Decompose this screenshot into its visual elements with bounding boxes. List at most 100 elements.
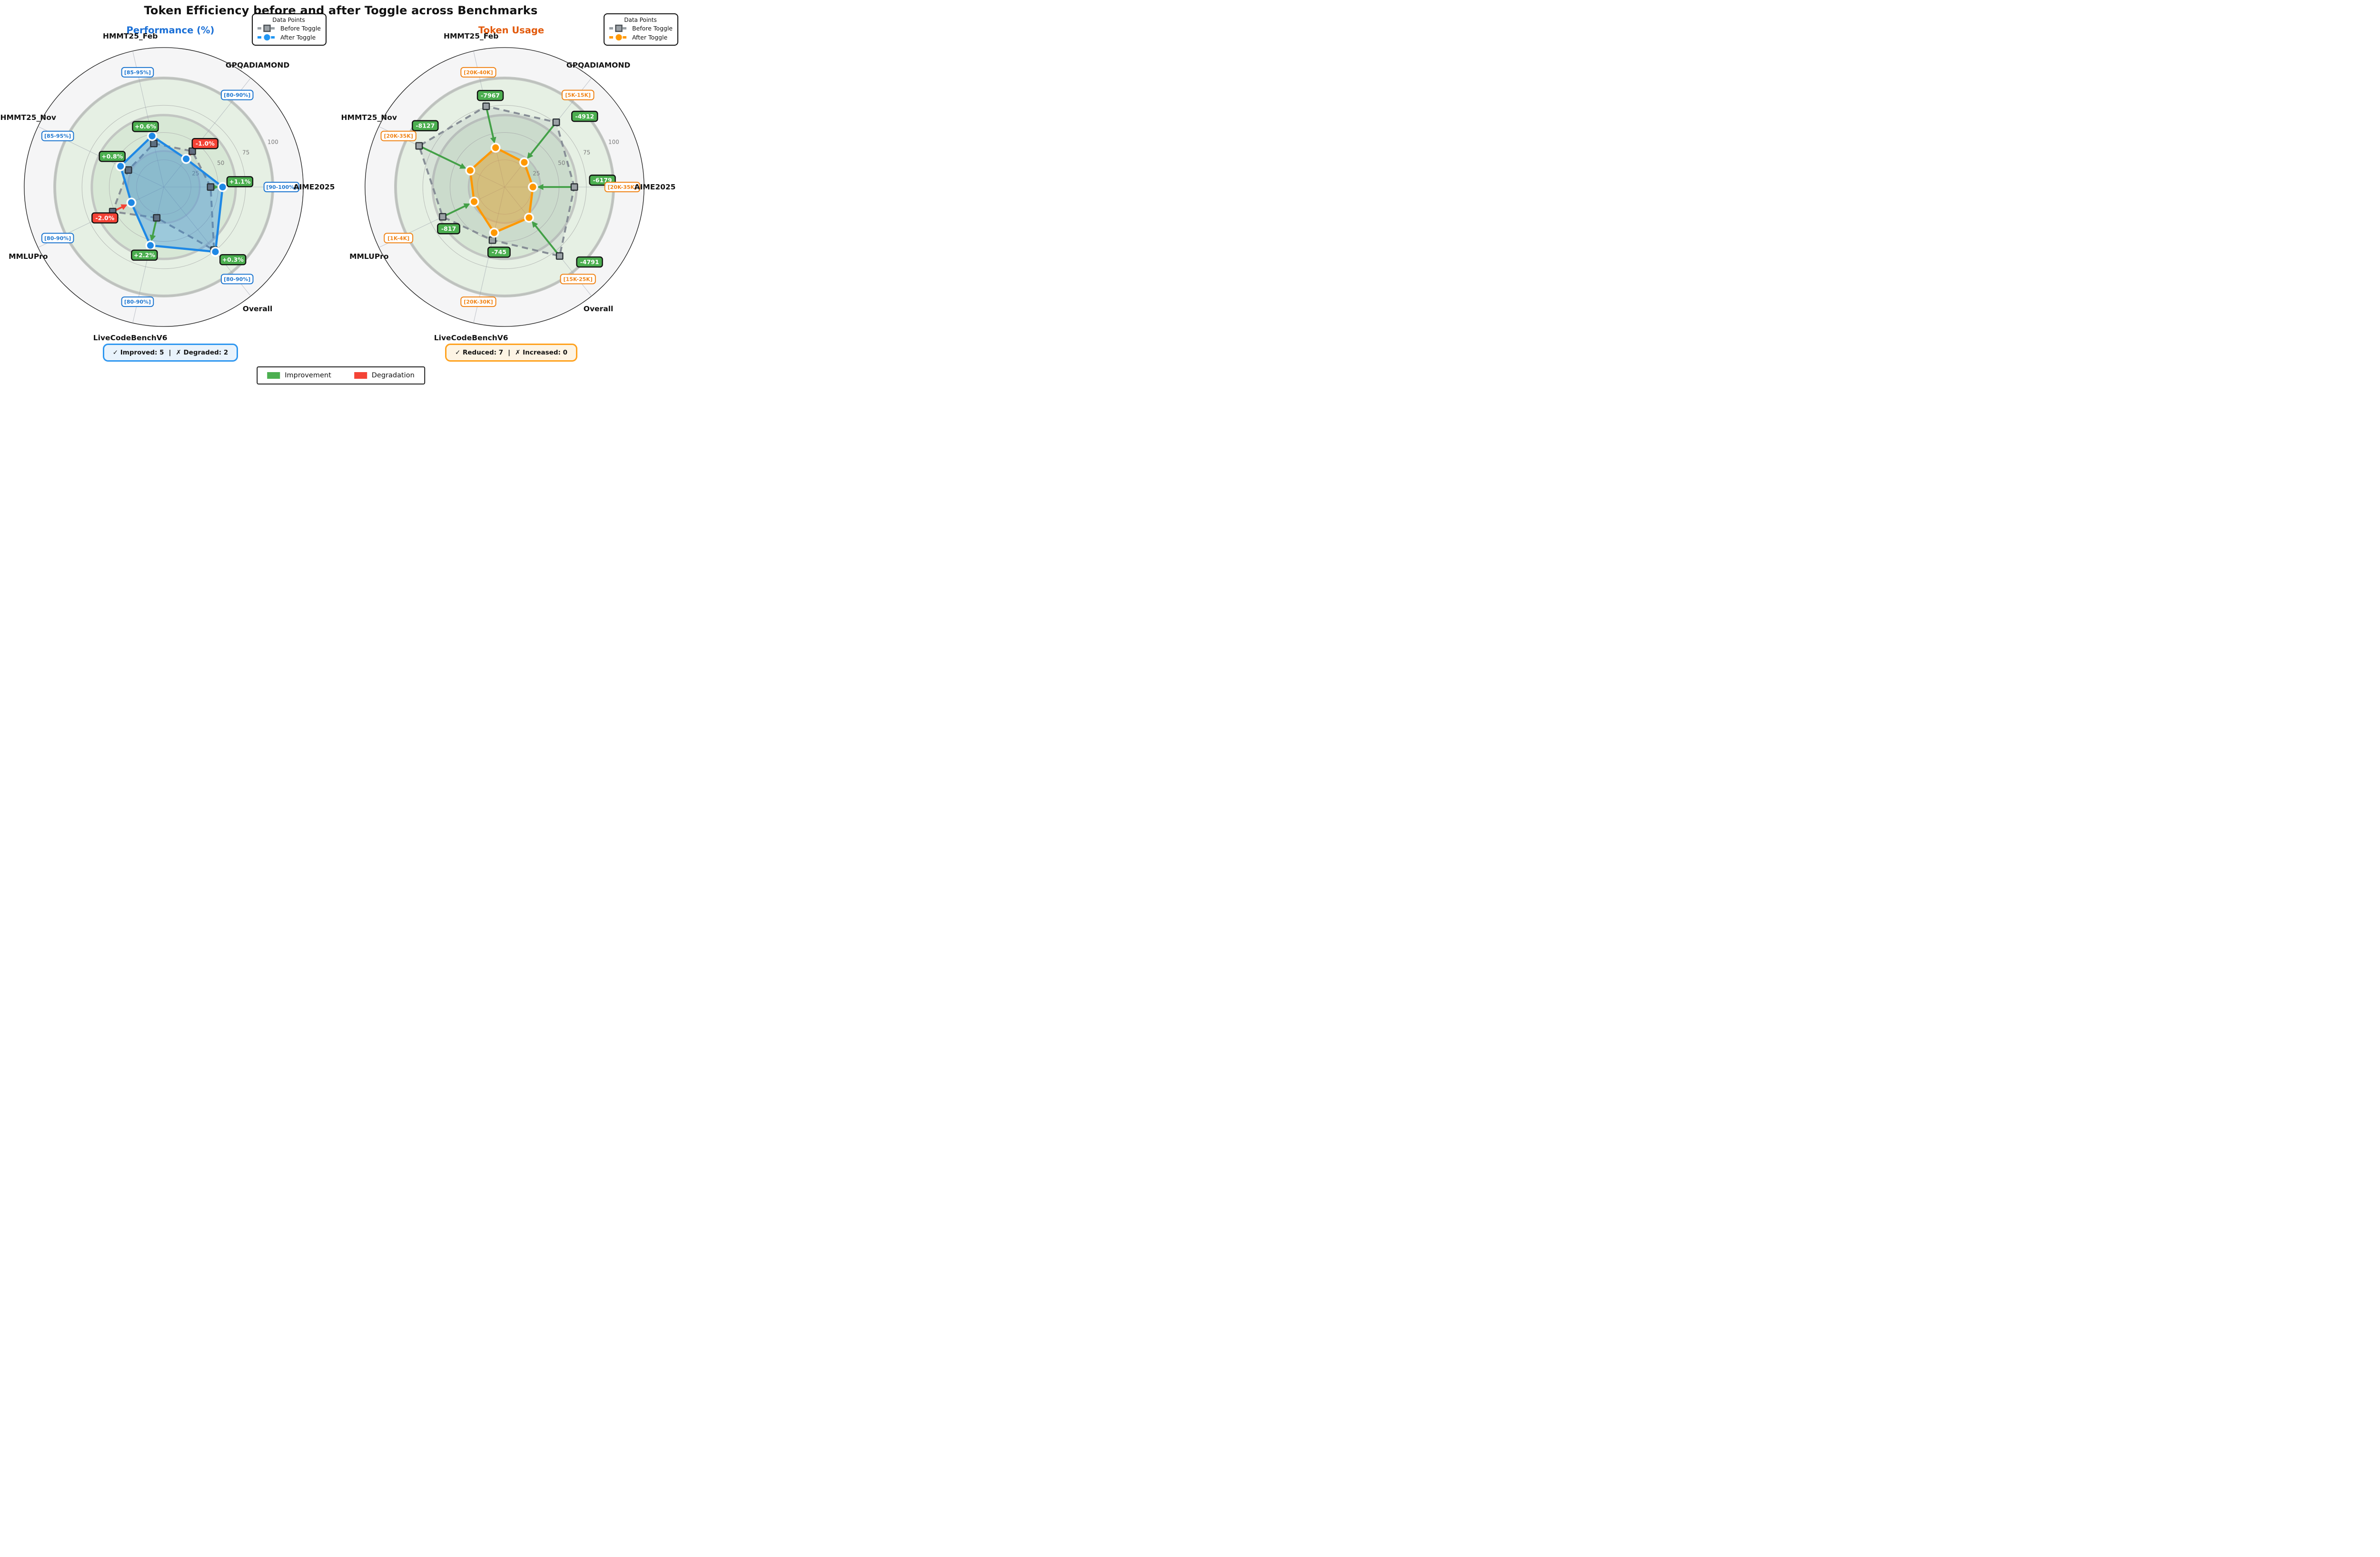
after-marker — [491, 229, 498, 237]
improvement-label: Improvement — [285, 372, 331, 379]
summary-divider: | — [169, 349, 171, 356]
range-badge-label: [80-90%] — [224, 276, 250, 282]
benchmark-axis-label: HMMT25_Nov — [341, 113, 397, 122]
range-badge-label: [85-95%] — [124, 69, 151, 76]
range-badge-label: [80-90%] — [224, 92, 250, 99]
before-marker — [570, 183, 578, 191]
improved-count: ✓ Improved: 5 — [112, 349, 164, 356]
delta-badge-box — [131, 249, 158, 261]
range-badge-label: [1K-4K] — [387, 235, 409, 241]
before-toggle-polygon — [111, 142, 215, 251]
range-badge-box — [380, 130, 416, 141]
range-badge-box — [460, 67, 496, 78]
range-badge-box — [121, 296, 154, 307]
performance-radar-chart: 25 50 75 100 +1.1% -1.0% +0.6% +0.8% -2.0% +2.2% +… — [0, 32, 335, 342]
improvement-arrow — [149, 220, 157, 241]
delta-badge-box — [219, 254, 247, 266]
delta-badge-label: +0.3% — [222, 256, 244, 263]
after-toggle-legend-row: After Toggle — [257, 33, 321, 41]
range-badge-box — [263, 182, 299, 192]
improvement-badge: -7967 — [476, 89, 504, 101]
range-badge-box — [560, 274, 596, 285]
delta-badge-label: -2.0% — [95, 214, 114, 221]
delta-color-legend: Improvement Degradation — [257, 366, 425, 384]
range-badge-box — [384, 233, 414, 244]
figure-title: Token Efficiency before and after Toggle… — [144, 4, 538, 17]
improvement-badge: -4791 — [576, 256, 603, 268]
after-toggle-polygon — [119, 135, 224, 253]
range-badge-label: [20K-30K] — [464, 299, 493, 305]
reduced-count: ✓ Reduced: 7 — [455, 349, 504, 356]
token-usage-panel: Token Usage Data Points Before Toggle Aft… — [341, 0, 682, 389]
delta-badge-label: +1.1% — [229, 178, 251, 185]
after-marker — [147, 242, 154, 249]
before-marker — [482, 102, 490, 110]
benchmark-axis-label: GPQADIAMOND — [226, 61, 289, 69]
radial-tick-label: 25 — [533, 170, 540, 177]
after-marker — [219, 184, 226, 190]
range-badge-box — [220, 89, 254, 100]
range-badge-box — [41, 233, 74, 244]
legend-square-icon — [263, 24, 271, 32]
benchmark-axis-label: MMLUPro — [9, 252, 48, 261]
token-usage-datapoints-legend: Data Points Before Toggle After Toggle — [603, 13, 678, 46]
range-badge-label: [90-100%] — [266, 184, 297, 190]
after-marker-icon — [257, 33, 277, 41]
radial-tick-label: 25 — [192, 170, 199, 177]
before-marker — [124, 166, 132, 174]
delta-badge-box — [487, 246, 511, 258]
after-marker — [212, 248, 219, 256]
radial-tick-label: 75 — [583, 149, 590, 156]
range-badge-box — [220, 274, 254, 285]
delta-badge-box — [412, 120, 439, 131]
before-marker — [555, 252, 564, 260]
range-badge: [1K-4K] — [384, 233, 414, 244]
degradation-swatch-icon — [354, 372, 367, 379]
improvement-badge: +1.1% — [226, 176, 254, 187]
radial-tick-label: 75 — [242, 149, 249, 156]
before-toggle-polygon — [418, 105, 575, 257]
delta-badge-label: -745 — [492, 248, 506, 256]
delta-badge-label: +0.8% — [101, 153, 123, 160]
after-marker — [183, 155, 190, 162]
delta-badge-label: -8127 — [416, 122, 435, 129]
after-marker — [492, 144, 499, 151]
degradation-legend-item: Degradation — [354, 372, 415, 379]
delta-badge-box — [91, 212, 119, 224]
after-marker — [521, 159, 528, 166]
before-marker — [150, 139, 158, 148]
range-badge-label: [80-90%] — [124, 299, 151, 305]
radial-tick-label: 100 — [268, 139, 278, 146]
after-toggle-polygon — [469, 147, 534, 234]
increased-count: ✗ Increased: 0 — [515, 349, 567, 356]
legend-title: Data Points — [272, 17, 305, 23]
performance-chart-title: Performance (%) — [126, 25, 215, 36]
range-badge: [85-95%] — [121, 67, 154, 78]
delta-badge-box — [576, 256, 603, 268]
range-badge: [20K-35K] — [380, 130, 416, 141]
benchmark-axis-label: HMMT25_Feb — [103, 32, 158, 40]
degradation-badge: -2.0% — [91, 212, 119, 224]
degradation-arrow — [114, 204, 128, 212]
before-marker — [207, 183, 215, 191]
benchmark-axis-label: GPQADIAMOND — [566, 61, 630, 69]
range-badge: [80-90%] — [220, 274, 254, 285]
range-badge: [20K-30K] — [460, 296, 496, 307]
improvement-badge: -4912 — [571, 110, 598, 122]
improvement-badge: +0.6% — [132, 121, 159, 132]
delta-badge-box — [99, 150, 126, 162]
benchmark-axis-label: LiveCodeBenchV6 — [93, 334, 168, 342]
improvement-arrow — [527, 123, 555, 159]
improvement-badge: +0.3% — [219, 254, 247, 266]
range-badge: [85-95%] — [41, 130, 74, 141]
before-toggle-legend-row: Before Toggle — [257, 24, 321, 32]
before-marker — [415, 142, 423, 150]
benchmark-axis-label: AIME2025 — [635, 183, 676, 191]
summary-divider: | — [508, 349, 511, 356]
delta-badge-label: +2.2% — [134, 251, 156, 258]
delta-badge-label: -4791 — [580, 258, 599, 266]
improvement-arrow — [486, 108, 496, 144]
delta-badge-box — [437, 223, 460, 235]
range-badge-box — [121, 67, 154, 78]
after-marker — [529, 184, 536, 190]
